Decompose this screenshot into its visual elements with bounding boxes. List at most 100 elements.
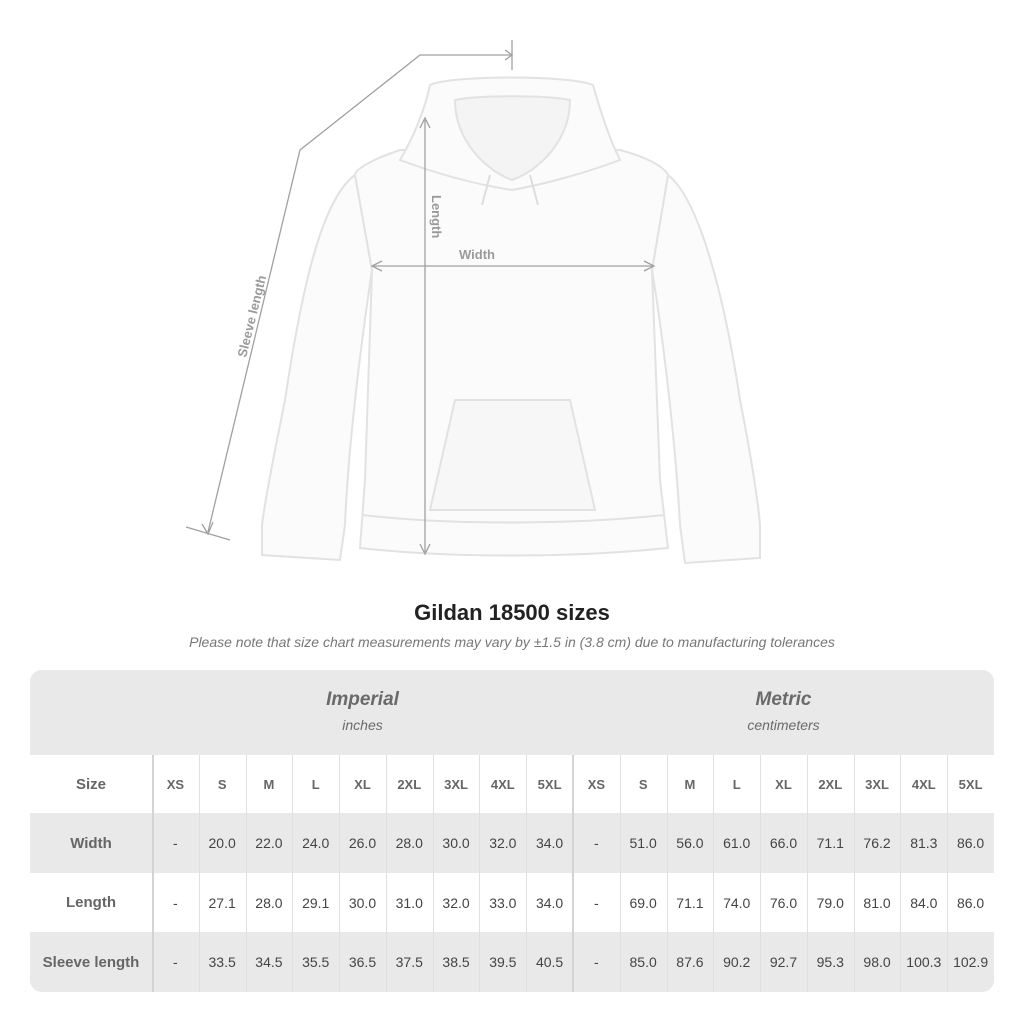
size-column-header: 5XL [537, 776, 562, 792]
table-cell: 76.0 [769, 894, 798, 911]
table-cell: 30.0 [348, 894, 377, 911]
measure-lines [185, 40, 656, 556]
table-cell: - [594, 894, 599, 911]
col-divider [853, 755, 855, 992]
size-column-header: XL [354, 776, 371, 792]
table-cell: 86.0 [956, 894, 985, 911]
table-cell: 56.0 [676, 835, 704, 851]
size-column-header: 2XL [397, 776, 422, 792]
table-cell: 38.5 [442, 954, 470, 970]
col-divider [198, 755, 200, 992]
size-column-header: L [311, 776, 320, 792]
row-label: Sleeve length [42, 953, 140, 971]
table-cell: 28.0 [395, 835, 423, 851]
table-cell: 51.0 [629, 835, 657, 851]
hoodie-illustration [261, 76, 761, 565]
width-label: Width [459, 247, 495, 262]
imperial-group-header: Imperial inches [152, 670, 573, 755]
size-column-header: S [638, 776, 648, 792]
size-column-header: S [217, 776, 227, 792]
table-cell: 84.0 [910, 894, 938, 911]
table-cell: 36.5 [348, 954, 377, 970]
row-band-sleeve [30, 932, 994, 992]
size-column-header: M [684, 776, 696, 792]
col-divider [760, 755, 762, 992]
imperial-heading: Imperial [326, 689, 399, 710]
table-cell: 24.0 [302, 835, 330, 851]
row-label: Length [66, 894, 116, 911]
table-cell: 29.1 [302, 894, 330, 911]
size-column-header: XL [775, 776, 792, 792]
table-cell: 28.0 [255, 894, 283, 911]
table-cell: 95.3 [816, 954, 844, 970]
sleeve-length-label: Sleeve length [234, 274, 269, 359]
table-cell: 26.0 [348, 835, 377, 851]
table-cell: 27.1 [208, 894, 236, 911]
size-column-header: XS [166, 776, 185, 792]
chart-title: Gildan 18500 sizes [414, 600, 610, 625]
table-cell: 76.2 [863, 835, 891, 851]
table-cell: 33.5 [208, 954, 236, 970]
table-cell: 69.0 [629, 894, 657, 911]
table-cell: - [173, 954, 178, 970]
row-band-width [30, 813, 994, 873]
table-cell: 71.1 [676, 894, 704, 911]
metric-unit: centimeters [747, 717, 820, 733]
table-cell: 34.0 [535, 894, 564, 911]
table-cell: 31.0 [395, 894, 423, 911]
table-cell: - [173, 894, 178, 911]
col-divider [479, 755, 481, 992]
table-cell: 86.0 [956, 835, 985, 851]
divider-label-col [152, 755, 154, 992]
metric-group-header: Metric centimeters [573, 670, 994, 755]
table-cell: 87.6 [676, 954, 704, 970]
table-cell: 61.0 [723, 835, 751, 851]
table-cell: 35.5 [302, 954, 330, 970]
size-column-header: 3XL [865, 776, 889, 792]
table-cell: 34.5 [255, 954, 283, 970]
size-column-header: 3XL [444, 776, 468, 792]
col-divider [385, 755, 387, 992]
table-cell: 34.0 [535, 835, 564, 851]
table-cell: 37.5 [395, 954, 423, 970]
size-column-header: M [263, 776, 275, 792]
col-divider [666, 755, 668, 992]
table-cell: 92.7 [769, 954, 798, 970]
table-cell: 81.0 [863, 894, 891, 911]
col-divider [432, 755, 434, 992]
col-divider [900, 755, 902, 992]
col-divider [245, 755, 247, 992]
sleeve-length-line [207, 54, 512, 533]
metric-heading: Metric [755, 689, 812, 710]
header-band [30, 670, 994, 755]
imperial-unit: inches [342, 717, 383, 733]
table-cell: 66.0 [769, 835, 798, 851]
table-cell: 74.0 [723, 894, 751, 911]
table-cell: 102.9 [953, 954, 989, 970]
size-header-label: Size [75, 775, 106, 793]
size-column-header: 5XL [958, 776, 983, 792]
table-cell: 71.1 [816, 835, 844, 851]
size-column-header: XS [587, 776, 606, 792]
table-cell: - [173, 835, 178, 851]
col-divider [292, 755, 294, 992]
size-column-header: 4XL [490, 776, 515, 792]
length-label: Length [429, 195, 444, 238]
table-cell: 30.0 [442, 835, 470, 851]
size-column-header: 4XL [911, 776, 936, 792]
table-cell: 32.0 [442, 894, 470, 911]
table-cell: 85.0 [629, 954, 657, 970]
col-divider [339, 755, 341, 992]
table-cell: 33.0 [489, 894, 517, 911]
table-cell: 20.0 [208, 835, 236, 851]
size-table: Imperial inches Metric centimeters Size XS S M L… [30, 670, 994, 992]
table-cell: 98.0 [863, 954, 891, 970]
col-divider [713, 755, 715, 992]
size-column-header: 2XL [818, 776, 843, 792]
table-cell: 22.0 [255, 835, 283, 851]
col-divider [619, 755, 621, 992]
hoodie-diagram: Sleeve length Length Width [185, 40, 761, 565]
size-column-header: L [732, 776, 741, 792]
table-cell: 79.0 [816, 894, 844, 911]
table-cell: 100.3 [906, 954, 942, 970]
